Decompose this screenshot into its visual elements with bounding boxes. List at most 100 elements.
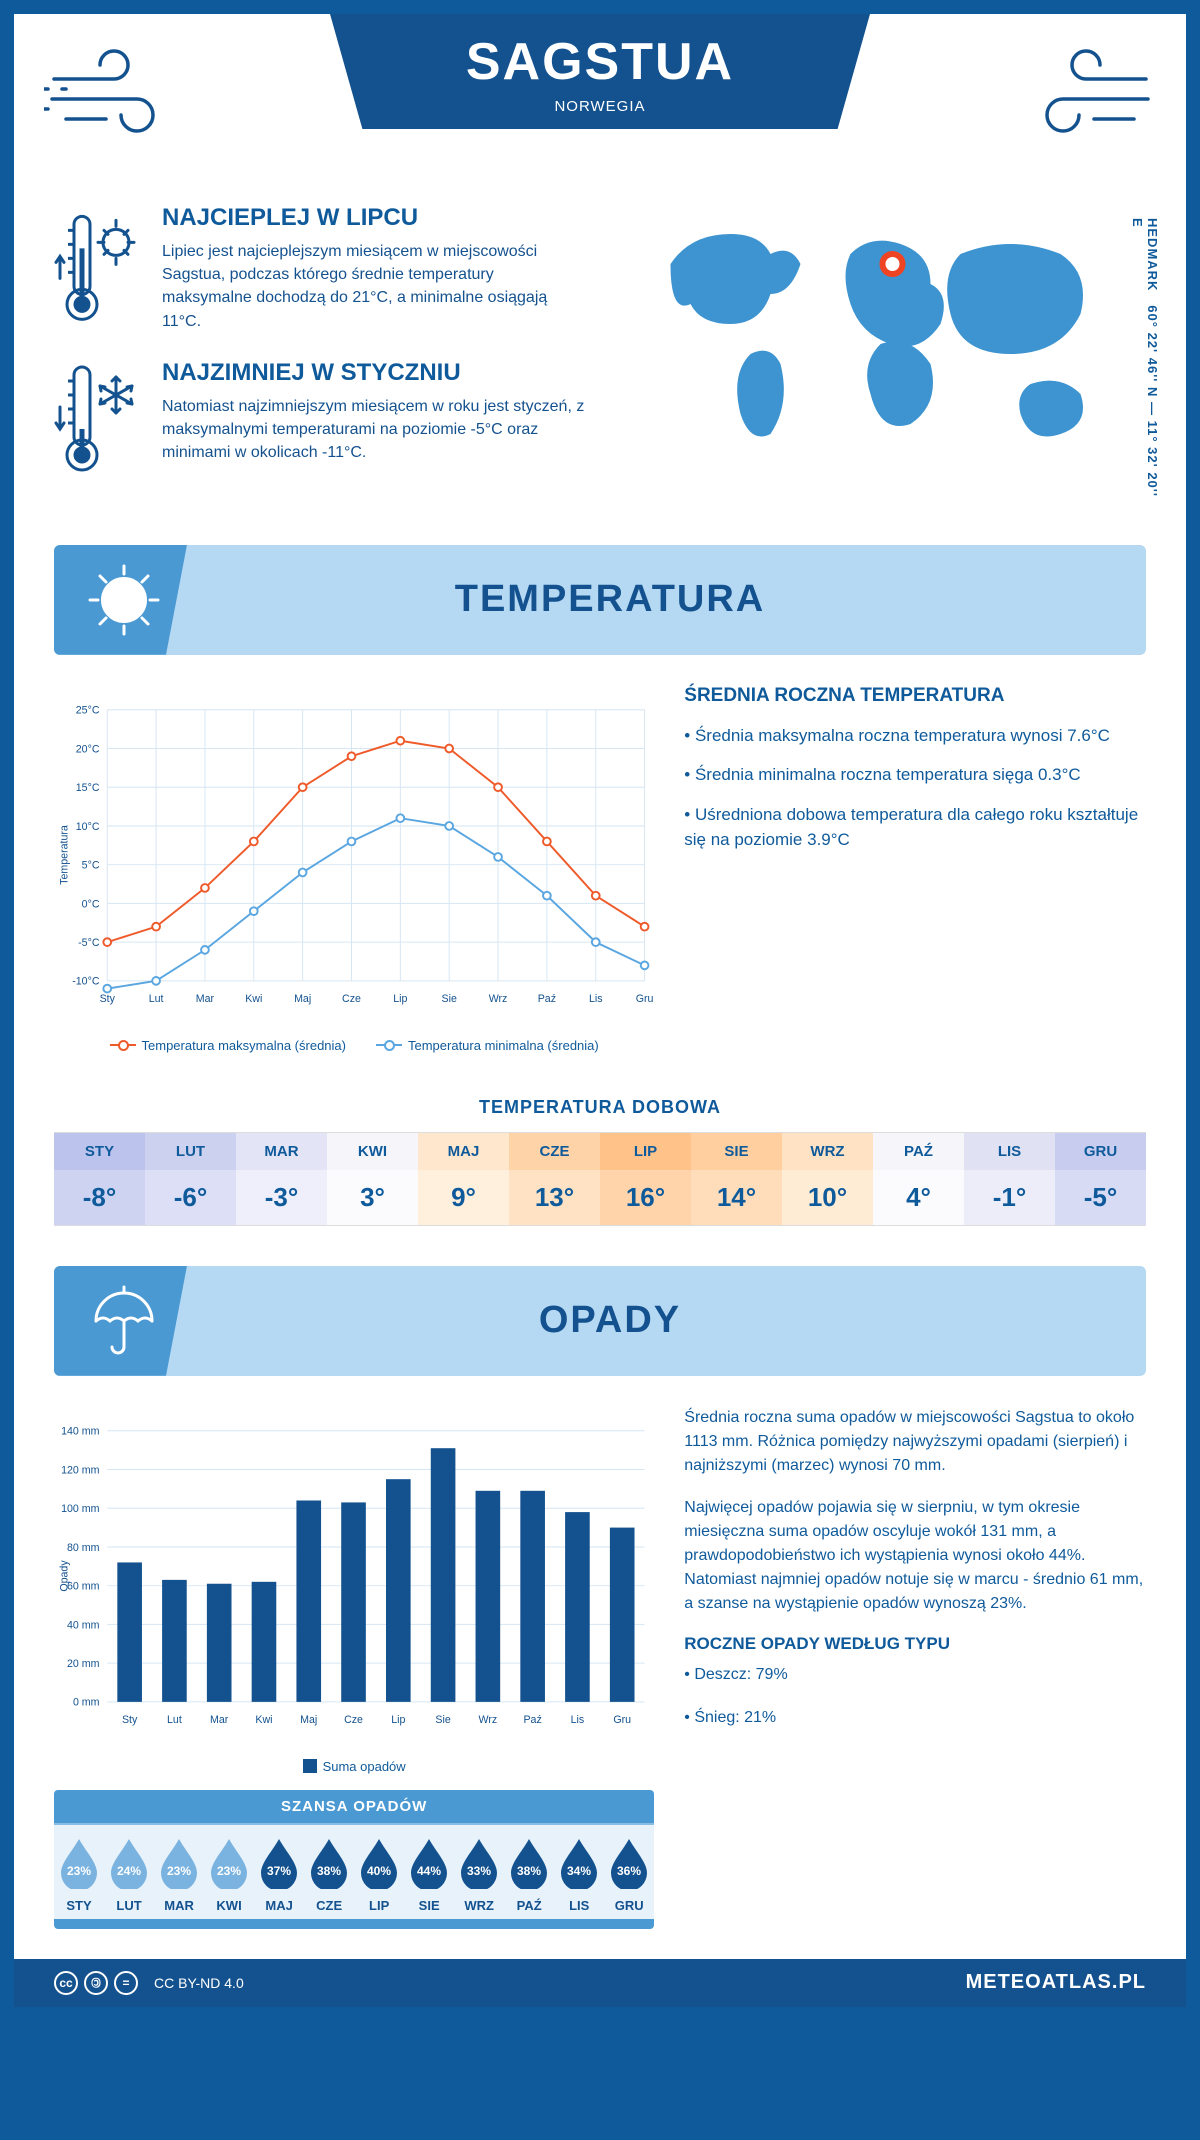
svg-text:5°C: 5°C bbox=[82, 859, 100, 871]
svg-text:40 mm: 40 mm bbox=[67, 1619, 100, 1631]
thermometer-sun-icon bbox=[54, 204, 144, 333]
svg-text:34%: 34% bbox=[567, 1864, 591, 1878]
temperature-heading: TEMPERATURA bbox=[194, 578, 1146, 621]
precip-heading: OPADY bbox=[194, 1299, 1146, 1342]
daily-temp-value: -5° bbox=[1055, 1170, 1146, 1225]
svg-text:Sie: Sie bbox=[435, 1714, 450, 1726]
raindrop-icon: 23% bbox=[207, 1835, 251, 1889]
chance-cell: 23% KWI bbox=[204, 1825, 254, 1919]
daily-month-header: STY bbox=[54, 1133, 145, 1170]
daily-temp-value: 10° bbox=[782, 1170, 873, 1225]
svg-text:Lis: Lis bbox=[589, 993, 603, 1005]
svg-text:Sie: Sie bbox=[442, 993, 457, 1005]
precip-type-bullet: • Śnieg: 21% bbox=[684, 1705, 1146, 1731]
chance-cell: 36% GRU bbox=[604, 1825, 654, 1919]
temperature-chart-legend: .lg-line[style*='#ef5a2a']::before{borde… bbox=[54, 1038, 654, 1053]
chance-cell: 33% WRZ bbox=[454, 1825, 504, 1919]
precip-section-banner: OPADY bbox=[54, 1266, 1146, 1376]
svg-text:100 mm: 100 mm bbox=[61, 1503, 100, 1515]
world-map-icon bbox=[615, 204, 1146, 464]
daily-temp-value: 14° bbox=[691, 1170, 782, 1225]
coordinates-label: HEDMARK 60° 22' 46'' N — 11° 32' 20'' E bbox=[1130, 218, 1160, 505]
svg-text:25°C: 25°C bbox=[76, 704, 100, 716]
raindrop-icon: 24% bbox=[107, 1835, 151, 1889]
svg-text:Gru: Gru bbox=[636, 993, 654, 1005]
daily-month-header: KWI bbox=[327, 1133, 418, 1170]
legend-item: .lg-line[style*='#ef5a2a']::before{borde… bbox=[110, 1038, 346, 1053]
annual-temp-title: ŚREDNIA ROCZNA TEMPERATURA bbox=[684, 685, 1146, 707]
svg-text:38%: 38% bbox=[517, 1864, 541, 1878]
svg-text:Wrz: Wrz bbox=[489, 993, 508, 1005]
svg-text:40%: 40% bbox=[367, 1864, 391, 1878]
chance-cell: 34% LIS bbox=[554, 1825, 604, 1919]
svg-text:Sty: Sty bbox=[122, 1714, 138, 1726]
svg-text:Maj: Maj bbox=[294, 993, 311, 1005]
daily-month-header: LIP bbox=[600, 1133, 691, 1170]
country-subtitle: NORWEGIA bbox=[350, 98, 850, 115]
svg-text:60 mm: 60 mm bbox=[67, 1580, 100, 1592]
daily-month-header: MAR bbox=[236, 1133, 327, 1170]
warm-fact: NAJCIEPLEJ W LIPCU Lipiec jest najcieple… bbox=[54, 204, 585, 333]
daily-temp-value: -8° bbox=[54, 1170, 145, 1225]
chance-cell: 40% LIP bbox=[354, 1825, 404, 1919]
by-icon: 🄯 bbox=[84, 1971, 108, 1995]
site-label: METEOATLAS.PL bbox=[966, 1971, 1146, 1994]
raindrop-icon: 40% bbox=[357, 1835, 401, 1889]
svg-text:38%: 38% bbox=[317, 1864, 341, 1878]
raindrop-icon: 38% bbox=[307, 1835, 351, 1889]
svg-text:Cze: Cze bbox=[344, 1714, 363, 1726]
daily-month-header: SIE bbox=[691, 1133, 782, 1170]
svg-text:20 mm: 20 mm bbox=[67, 1658, 100, 1670]
svg-text:33%: 33% bbox=[467, 1864, 491, 1878]
umbrella-icon bbox=[84, 1281, 164, 1361]
sun-icon bbox=[84, 560, 164, 640]
daily-month-header: MAJ bbox=[418, 1133, 509, 1170]
precip-bar-chart: 0 mm20 mm40 mm60 mm80 mm100 mm120 mm140 … bbox=[54, 1406, 654, 1746]
svg-text:Lip: Lip bbox=[391, 1714, 405, 1726]
chance-cell: 24% LUT bbox=[104, 1825, 154, 1919]
chance-cell: 44% SIE bbox=[404, 1825, 454, 1919]
daily-month-header: CZE bbox=[509, 1133, 600, 1170]
cc-icon: cc bbox=[54, 1971, 78, 1995]
daily-month-header: GRU bbox=[1055, 1133, 1146, 1170]
thermometer-snow-icon bbox=[54, 359, 144, 479]
svg-text:Temperatura: Temperatura bbox=[59, 825, 71, 885]
svg-text:Mar: Mar bbox=[196, 993, 215, 1005]
temperature-line-chart: -10°C-5°C0°C5°C10°C15°C20°C25°CStyLutMar… bbox=[54, 685, 654, 1025]
raindrop-icon: 36% bbox=[607, 1835, 651, 1889]
annual-temp-bullet: • Średnia minimalna roczna temperatura s… bbox=[684, 762, 1146, 788]
daily-temp-value: 16° bbox=[600, 1170, 691, 1225]
svg-text:44%: 44% bbox=[417, 1864, 441, 1878]
raindrop-icon: 33% bbox=[457, 1835, 501, 1889]
precip-paragraph-1: Średnia roczna suma opadów w miejscowośc… bbox=[684, 1406, 1146, 1478]
nd-icon: = bbox=[114, 1971, 138, 1995]
raindrop-icon: 23% bbox=[57, 1835, 101, 1889]
svg-text:23%: 23% bbox=[217, 1864, 241, 1878]
svg-text:0 mm: 0 mm bbox=[73, 1696, 100, 1708]
daily-temp-value: 3° bbox=[327, 1170, 418, 1225]
warm-fact-title: NAJCIEPLEJ W LIPCU bbox=[162, 204, 585, 232]
svg-text:24%: 24% bbox=[117, 1864, 141, 1878]
daily-month-header: LIS bbox=[964, 1133, 1055, 1170]
svg-text:23%: 23% bbox=[167, 1864, 191, 1878]
footer: cc 🄯 = CC BY-ND 4.0 METEOATLAS.PL bbox=[14, 1959, 1186, 2007]
chance-cell: 38% PAŹ bbox=[504, 1825, 554, 1919]
chance-cell: 37% MAJ bbox=[254, 1825, 304, 1919]
svg-text:120 mm: 120 mm bbox=[61, 1464, 100, 1476]
license-label: CC BY-ND 4.0 bbox=[154, 1975, 244, 1991]
daily-month-header: WRZ bbox=[782, 1133, 873, 1170]
svg-text:Kwi: Kwi bbox=[255, 1714, 272, 1726]
wind-icon bbox=[44, 44, 184, 144]
svg-text:Opady: Opady bbox=[59, 1559, 71, 1591]
svg-text:Paź: Paź bbox=[523, 1714, 541, 1726]
cold-fact: NAJZIMNIEJ W STYCZNIU Natomiast najzimni… bbox=[54, 359, 585, 479]
svg-text:Maj: Maj bbox=[300, 1714, 317, 1726]
chance-cell: 38% CZE bbox=[304, 1825, 354, 1919]
raindrop-icon: 37% bbox=[257, 1835, 301, 1889]
chance-cell: 23% STY bbox=[54, 1825, 104, 1919]
raindrop-icon: 23% bbox=[157, 1835, 201, 1889]
svg-text:Gru: Gru bbox=[613, 1714, 631, 1726]
svg-text:140 mm: 140 mm bbox=[61, 1425, 100, 1437]
location-title: SAGSTUA bbox=[350, 32, 850, 92]
precip-legend-label: Suma opadów bbox=[323, 1759, 406, 1774]
